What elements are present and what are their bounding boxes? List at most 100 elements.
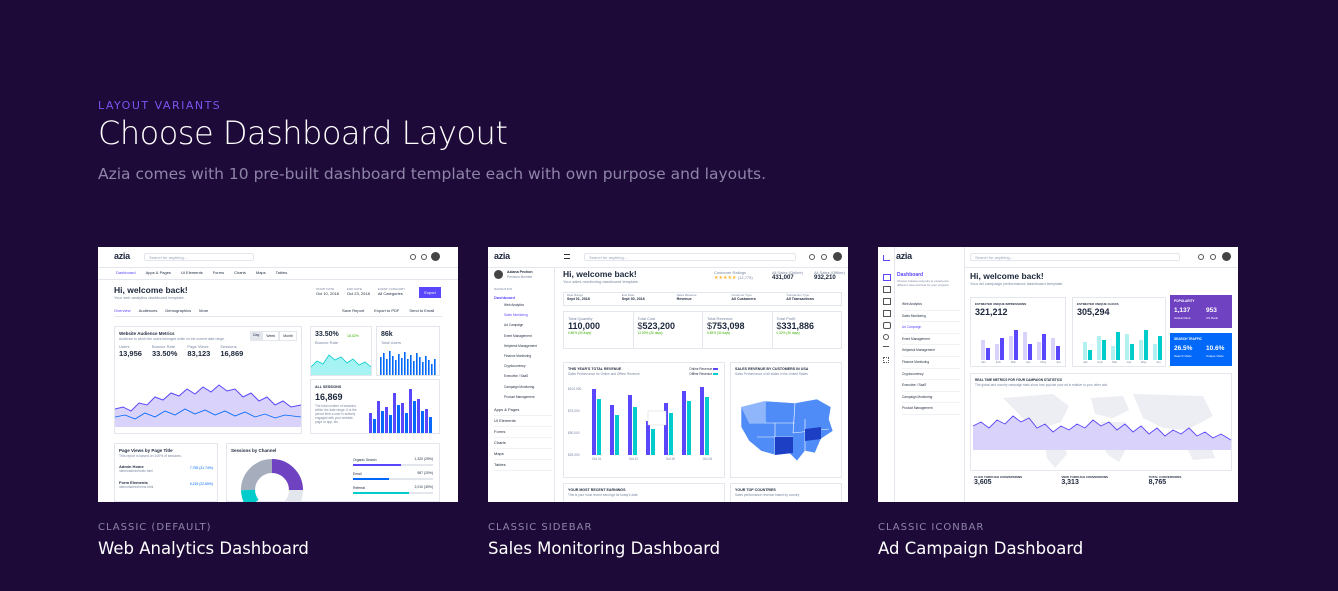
x-tick: Oct 20: [665, 457, 676, 461]
mini-greeting-sub: Your web analytics dashboard template.: [114, 295, 185, 300]
filter-label: EVENT CATEGORY: [377, 287, 406, 291]
mini-actions: Save Report Export to PDF Send to Email: [342, 308, 434, 313]
preview-web-analytics[interactable]: azia Search for anything... Dashboard Ap…: [98, 247, 458, 502]
mini-avatar: [833, 252, 842, 261]
preview-sales-monitoring[interactable]: azia Search for anything... Aziana Pecho…: [488, 247, 848, 502]
metric-label: Bounce Rate: [151, 344, 176, 349]
traffic-a-value: 26.5%: [1174, 345, 1193, 352]
iconbar-chart-icon: [883, 255, 890, 261]
nav-ui: UI Elements: [180, 270, 203, 275]
audience-sub: Audience to which the users belonged whi…: [119, 337, 225, 341]
iconbar-camera-icon: [883, 322, 891, 329]
nav-maps: Maps: [255, 270, 266, 275]
menu-item: Cryptocurrency: [902, 369, 960, 381]
x-tick: Oct 10: [628, 457, 639, 461]
channel-donut: [241, 459, 303, 502]
popularity-b-label: US Rank: [1206, 316, 1219, 320]
users-bars: [380, 351, 436, 375]
earnings-title: YOUR MOST RECENT EARNINGS: [568, 488, 626, 492]
revenue-legend: Online Revenue Offline Revenue: [689, 367, 718, 377]
sidebar-item-maps: Maps: [494, 449, 552, 460]
menu-item-active: Ad Campaign: [902, 322, 960, 334]
map-title: SALES REVENUE BY CUSTOMERS IN USA: [735, 367, 809, 371]
dashboard-name[interactable]: Web Analytics Dashboard: [98, 539, 309, 558]
realtime-title: REAL TIME METRICS FOR YOUR CAMPAIGN STAT…: [975, 378, 1063, 382]
channel-name: Organic Search: [353, 458, 377, 462]
kpi-delta: 12.09% (30 days): [637, 331, 663, 335]
usa-map: [740, 398, 834, 462]
mini-sessions-panel: ALL SESSIONS 16,869 The total number of …: [310, 379, 440, 434]
metric-value: 16,869: [220, 349, 244, 358]
kpi-item: Total Revenue $753,098 0.65% (30 days): [703, 312, 773, 348]
sidebar-user-role: Premium Member: [507, 275, 533, 279]
legend-online: Online Revenue: [689, 367, 713, 371]
conversion-label: TOTAL CONVERSIONS: [1148, 475, 1182, 479]
month-tick: Mar: [1112, 360, 1118, 364]
dollar-sign: $: [637, 321, 643, 331]
dashboard-name[interactable]: Ad Campaign Dashboard: [878, 539, 1084, 558]
filter-label: START DATE: [316, 287, 335, 291]
mini-chat-icon: [410, 254, 416, 260]
period-day: Day: [250, 331, 263, 341]
section-subtitle: Azia comes with 10 pre-built dashboard t…: [98, 165, 767, 183]
period-month: Month: [279, 331, 297, 341]
metric-label: Sessions: [220, 344, 237, 349]
metric-value: 33.50%: [151, 349, 178, 358]
sessions-value: 16,869: [315, 392, 343, 402]
sidebar-subitem: Event Management: [504, 333, 532, 338]
period-tabs: Day Week Month: [250, 331, 297, 341]
channel-title: Sessions by Channel: [231, 448, 277, 453]
traffic-a-label: Search Visits: [1174, 354, 1192, 358]
nav-charts: Charts: [234, 270, 246, 275]
dollar-sign: $: [776, 321, 782, 331]
sales-online-value: 431,007: [772, 275, 794, 281]
realtime-sub: The global and country campaign stats sh…: [975, 383, 1108, 387]
mini-search: Search for anything...: [584, 253, 796, 261]
mini-logo: azia: [114, 251, 130, 261]
impressions-label: ESTIMATED UNIQUE IMPRESSIONS: [975, 302, 1027, 306]
users-label: Total Users: [381, 340, 402, 345]
kpi-label: Total Revenue: [707, 316, 733, 321]
revenue-xaxis: Oct 01 Oct 10 Oct 20 Oct 28: [592, 457, 712, 461]
month-tick: Jan: [981, 360, 986, 364]
section-eyebrow: LAYOUT VARIANTS: [98, 99, 222, 112]
sales-online-block: All Sales (Online) 431,007: [772, 270, 803, 281]
mini-filters: START DATE Oct 10, 2018 END DATE Oct 23, 2…: [316, 287, 405, 296]
dashboard-name[interactable]: Sales Monitoring Dashboard: [488, 539, 721, 558]
month-tick: May: [1040, 360, 1047, 364]
conversion-label: CLICK THROUGH CONVERSIONS: [974, 475, 1023, 479]
kpi-value: $753,098: [707, 321, 768, 331]
kpi-number: 523,200: [642, 321, 676, 331]
pageviews-sub: This report is based on 100% of sessions…: [119, 454, 182, 458]
tab-overview: Overview: [114, 308, 131, 313]
mini-channel-panel: Sessions by Channel Organic Search 1,320…: [226, 443, 440, 502]
preview-ad-campaign[interactable]: azia Dashboard Choose between layouts to…: [878, 247, 1238, 502]
mini-chat-icon: [1198, 254, 1204, 260]
conversion-value: 3,605: [974, 479, 992, 486]
sidebar-subitem: Ad Campaign: [504, 323, 524, 328]
mini-bell-icon: [1210, 254, 1216, 260]
metric-label: Users: [119, 344, 130, 349]
sidebar-subitem: Product Management: [504, 394, 535, 399]
card-meta-sales-monitoring: CLASSIC SIDEBAR Sales Monitoring Dashboa…: [488, 522, 720, 558]
ratings-block: Customer Ratings ★★★★★ (12,775): [714, 270, 753, 281]
bounce-sparkline: [311, 354, 371, 375]
menu-title: Dashboard: [897, 272, 924, 278]
conversion-value: 3,313: [1061, 479, 1079, 486]
iconbar-activity-icon: [883, 346, 889, 352]
sidebar-item-forms: Forms: [494, 427, 552, 438]
tab-more: More: [199, 308, 209, 313]
channel-row: Organic Search 1,320 (25%): [353, 457, 433, 471]
kpi-item: Total Profit $331,886 0.32% (30 days): [773, 312, 842, 348]
action-email: Send to Email: [409, 308, 435, 313]
menu-item: Campaign Monitoring: [902, 392, 960, 404]
revenue-panel: THIS YEAR'S TOTAL REVENUE Sales Performa…: [563, 362, 725, 478]
search-traffic-card: SEARCH TRAFFIC 26.5% Search Visits 10.6%…: [1170, 333, 1232, 366]
kpi-value: $523,200: [638, 321, 699, 331]
conversion-item: CLICK THROUGH CONVERSIONS 3,605: [970, 475, 1057, 502]
kpi-label: Total Profit: [776, 316, 796, 321]
channel-value: 2,010 (30%): [414, 485, 433, 489]
channel-value: 1,320 (25%): [414, 457, 433, 461]
ratings-label: Customer Ratings: [714, 270, 747, 275]
menu-item: Sales Monitoring: [902, 311, 960, 323]
